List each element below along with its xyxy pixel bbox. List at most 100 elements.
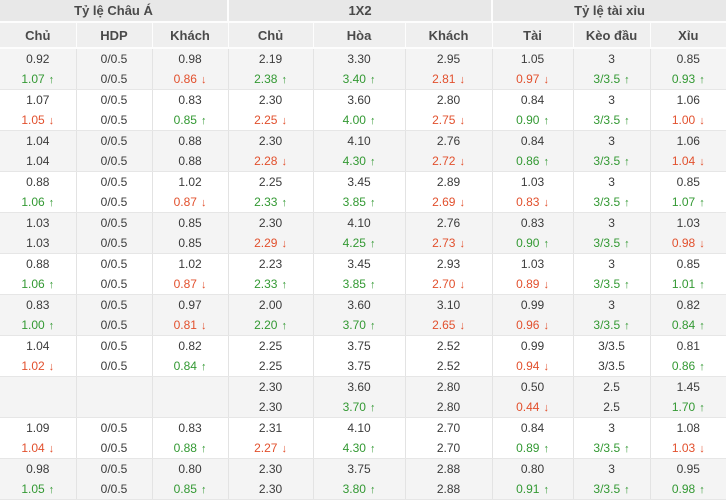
odds-initial-value: 2.30 (258, 93, 283, 107)
odds-initial-value: 3 (608, 93, 615, 107)
odds-cell: 0.92 1.07 ↑ (0, 48, 76, 90)
odds-live-value: 0/0.5 (100, 359, 128, 373)
trend-down-icon: ↓ (281, 443, 287, 455)
odds-cell: 4.10 4.25 ↑ (312, 212, 406, 254)
odds-initial-value: 0/0.5 (100, 52, 128, 66)
odds-live-value: 3.75 (347, 359, 371, 373)
odds-cell: 1.45 1.70 ↑ (649, 376, 726, 418)
odds-cell: 0.98 0.86 ↓ (151, 48, 229, 90)
odds-live-value: 3.85 ↑ (342, 195, 376, 209)
odds-live-value: 0.87 ↓ (173, 195, 207, 209)
odds-initial-value: 3 (608, 257, 615, 271)
odds-live-value: 3/3.5 ↑ (593, 441, 630, 455)
odds-row: 2.30 2.30 3.60 3.70 ↑ 2.80 2.80 0.50 0.44 ↓ 2.5 2.5… (0, 376, 726, 418)
trend-up-icon: ↑ (624, 156, 630, 168)
odds-live-value: 0.83 ↓ (516, 195, 549, 209)
odds-initial-value: 2.31 (258, 421, 283, 435)
odds-initial-value: 2.30 (258, 216, 283, 230)
odds-cell: 2.70 2.70 (404, 417, 493, 459)
trend-down-icon: ↓ (281, 238, 287, 250)
odds-live-value: 0/0.5 (100, 277, 128, 291)
odds-cell: 3 3/3.5 ↑ (572, 130, 651, 172)
odds-live-value: 2.29 ↓ (254, 236, 287, 250)
odds-cell: 0/0.5 0/0.5 (75, 335, 152, 377)
odds-initial-value: 3.45 (347, 257, 371, 271)
trend-up-icon: ↑ (699, 279, 705, 291)
odds-live-value (0, 397, 76, 417)
odds-initial-value: 3.75 (347, 339, 371, 353)
odds-cell: 1.05 0.97 ↓ (491, 48, 574, 90)
odds-initial-value: 1.04 (26, 134, 50, 148)
odds-cell: 0.84 0.86 ↑ (491, 130, 574, 172)
odds-live-value: 3/3.5 ↑ (593, 154, 630, 168)
col-header-1x2-away: Khách (404, 22, 493, 49)
odds-cell: 2.30 2.29 ↓ (227, 212, 314, 254)
trend-up-icon: ↑ (369, 443, 376, 455)
odds-live-value: 4.30 ↑ (342, 441, 376, 455)
odds-initial-value: 0/0.5 (100, 134, 128, 148)
odds-initial-value: 1.03 (676, 216, 700, 230)
odds-cell: 1.02 0.87 ↓ (151, 171, 229, 213)
odds-live-value: 0.86 ↓ (173, 72, 207, 86)
odds-initial-value: 0.84 (520, 421, 545, 435)
trend-down-icon: ↓ (459, 320, 465, 332)
odds-initial-value: 1.03 (26, 216, 50, 230)
odds-initial-value: 0.99 (520, 339, 545, 353)
odds-live-value: 1.07 ↑ (671, 195, 705, 209)
trend-up-icon: ↑ (699, 484, 705, 496)
odds-cell: 0/0.5 0/0.5 (75, 89, 152, 131)
odds-cell: 1.03 0.98 ↓ (649, 212, 726, 254)
odds-live-value: 2.25 (258, 359, 283, 373)
odds-cell: 2.89 2.69 ↓ (404, 171, 493, 213)
trend-down-icon: ↓ (699, 238, 705, 250)
odds-initial-value: 2.19 (258, 52, 283, 66)
trend-up-icon: ↑ (624, 197, 630, 209)
odds-live-value: 2.65 ↓ (432, 318, 465, 332)
trend-up-icon: ↑ (281, 279, 287, 291)
trend-up-icon: ↑ (624, 115, 630, 127)
odds-initial-value: 0/0.5 (100, 216, 128, 230)
odds-initial-value: 0.80 (178, 462, 202, 476)
odds-live-value: 3.85 ↑ (342, 277, 376, 291)
odds-cell: 2.76 2.73 ↓ (404, 212, 493, 254)
odds-live-value: 0.86 ↑ (516, 154, 549, 168)
odds-cell: 1.03 0.89 ↓ (491, 253, 574, 295)
odds-live-value: 1.06 ↑ (21, 195, 55, 209)
trend-up-icon: ↑ (543, 443, 549, 455)
odds-live-value: 4.00 ↑ (342, 113, 376, 127)
odds-live-value: 2.5 (603, 400, 620, 414)
odds-live-value: 2.30 (258, 482, 283, 496)
odds-live-value: 4.25 ↑ (342, 236, 376, 250)
trend-down-icon: ↓ (48, 115, 55, 127)
odds-cell: 0/0.5 0/0.5 (75, 294, 152, 336)
odds-live-value: 2.70 (436, 441, 461, 455)
section-header-over-under: Tỷ lệ tài xỉu (491, 0, 726, 23)
odds-initial-value: 0/0.5 (100, 298, 128, 312)
odds-cell: 0.98 1.05 ↑ (0, 458, 76, 500)
trend-up-icon: ↑ (369, 402, 376, 414)
odds-initial-value: 0.98 (178, 52, 202, 66)
odds-cell: 2.31 2.27 ↓ (227, 417, 314, 459)
trend-down-icon: ↓ (699, 156, 705, 168)
odds-row: 0.98 1.05 ↑ 0/0.5 0/0.5 0.80 0.85 ↑ 2.30 2.30 3.75… (0, 458, 726, 500)
odds-cell: 0.85 0.93 ↑ (649, 48, 726, 90)
odds-live-value: 2.80 (436, 400, 461, 414)
odds-live-value: 1.00 ↓ (671, 113, 705, 127)
odds-initial-value: 4.10 (347, 421, 371, 435)
trend-up-icon: ↑ (281, 320, 287, 332)
odds-live-value: 2.30 (258, 400, 283, 414)
odds-live-value: 0.93 ↑ (671, 72, 705, 86)
trend-up-icon: ↑ (699, 361, 705, 373)
odds-row: 0.83 1.00 ↑ 0/0.5 0/0.5 0.97 0.81 ↓ 2.00 2.20 ↑ 3.6… (0, 294, 726, 336)
odds-initial-value: 4.10 (347, 134, 371, 148)
trend-up-icon: ↑ (48, 197, 55, 209)
odds-initial-value: 2.30 (258, 134, 283, 148)
odds-cell: 1.07 1.05 ↓ (0, 89, 76, 131)
odds-initial-value: 0/0.5 (100, 462, 128, 476)
odds-cell: 0.82 0.84 ↑ (649, 294, 726, 336)
odds-cell: 4.10 4.30 ↑ (312, 130, 406, 172)
odds-row: 1.07 1.05 ↓ 0/0.5 0/0.5 0.83 0.85 ↑ 2.30 2.25 ↓ 3.6… (0, 89, 726, 131)
odds-cell: 1.08 1.03 ↓ (649, 417, 726, 459)
col-header-ah-home: Chủ (0, 22, 76, 49)
odds-live-value: 0/0.5 (100, 482, 128, 496)
